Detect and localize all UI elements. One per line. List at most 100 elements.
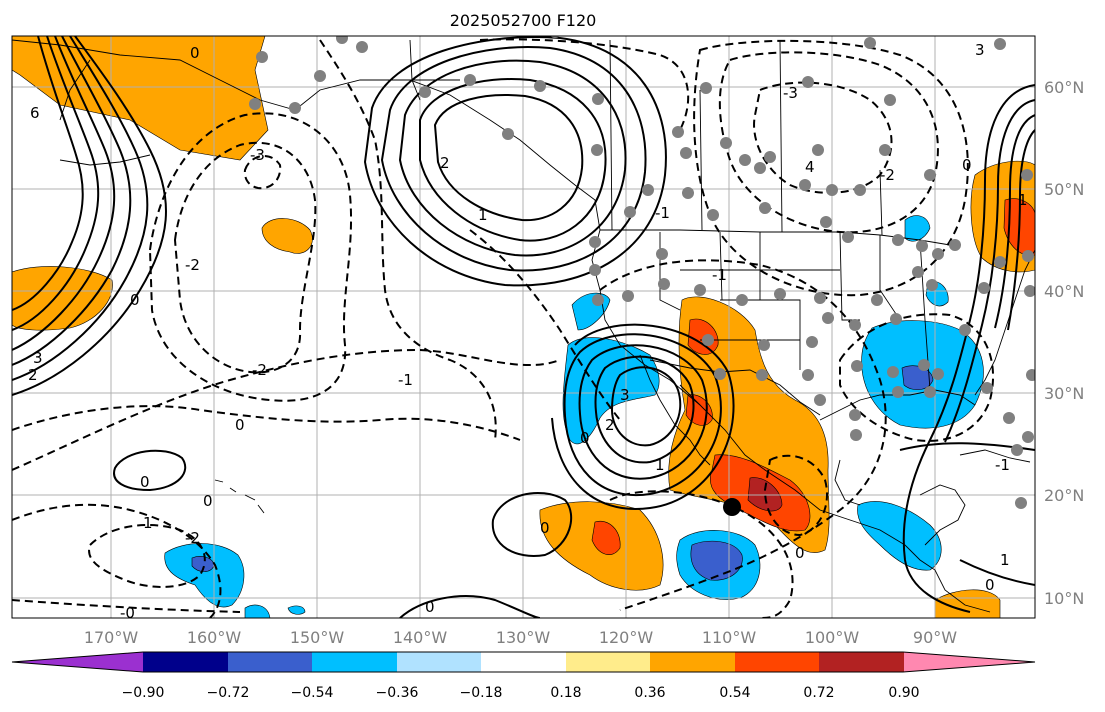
lon-label: 110°W — [702, 628, 757, 647]
contour-label: -1 — [712, 266, 727, 284]
colorbar-tick-label: −0.90 — [122, 685, 165, 701]
station-dot — [736, 294, 748, 306]
colorbar-tick-label: −0.54 — [291, 685, 334, 701]
contour-neg-9 — [693, 39, 969, 297]
colorbar-tick-label: −0.36 — [376, 685, 419, 701]
station-dot — [822, 312, 834, 324]
station-dot — [959, 324, 971, 336]
contour-pos-w6 — [12, 36, 84, 311]
contour-neg-4 — [148, 112, 353, 402]
contour-label: -3 — [783, 84, 798, 102]
map-panel: 6 3 2 0 -2 0 -1 -2 0 0 1 -2 -0 0 2 1 -3 … — [11, 35, 1036, 619]
station-dot — [799, 179, 811, 191]
station-dot — [534, 80, 546, 92]
station-dot — [820, 216, 832, 228]
station-dot — [849, 409, 861, 421]
station-dot — [592, 294, 604, 306]
contour-label: -1 — [655, 204, 670, 222]
colorbar-segment — [228, 652, 312, 672]
contour-label: -2 — [185, 256, 200, 274]
station-dot — [658, 278, 670, 290]
contour-neg-13 — [12, 503, 222, 618]
colorbar-tick-label: 0.90 — [888, 685, 919, 701]
station-dot — [932, 368, 944, 380]
colorbar-segment — [566, 652, 650, 672]
contour-label: 6 — [30, 104, 40, 122]
station-dot — [624, 206, 636, 218]
contour-neg-8 — [753, 81, 893, 194]
contour-label: -3 — [250, 146, 265, 164]
contour-neg-17 — [839, 313, 995, 442]
coast-bering — [59, 59, 151, 166]
station-dot — [754, 162, 766, 174]
station-dot — [1024, 285, 1035, 297]
coast-east — [974, 249, 1035, 396]
contour-ep-ring — [491, 491, 573, 557]
lon-label: 170°W — [84, 628, 139, 647]
colorbar-tick-label: −0.18 — [460, 685, 503, 701]
contour-east-2 — [944, 99, 1035, 443]
station-dot — [589, 236, 601, 248]
station-dot — [854, 184, 866, 196]
station-dot — [700, 82, 712, 94]
contour-label: -1 — [398, 371, 413, 389]
contour-baja-4 — [563, 333, 722, 497]
contour-pos-w3 — [12, 36, 132, 366]
station-dot — [592, 93, 604, 105]
station-dot — [758, 339, 770, 351]
lon-label: 150°W — [290, 628, 345, 647]
station-dot — [912, 266, 924, 278]
contour-label: 0 — [962, 156, 972, 174]
station-dot — [918, 359, 930, 371]
contour-hi-ring — [113, 449, 187, 492]
contour-neg-16 — [763, 454, 828, 537]
contour-label: -2 — [185, 529, 200, 547]
contour-goa-5 — [433, 94, 584, 222]
contour-label: 2 — [605, 416, 615, 434]
fill-darkred — [747, 477, 783, 512]
contour-label: -1 — [995, 456, 1010, 474]
contour-neg-1 — [12, 348, 561, 471]
station-dot — [642, 184, 654, 196]
contour-label: 3 — [975, 41, 985, 59]
colorbar-labels: −0.90 −0.72 −0.54 −0.36 −0.18 0.18 0.36 … — [122, 685, 920, 701]
contour-neg-14 — [88, 524, 206, 588]
center-marker — [723, 498, 741, 516]
contour-label: 0 — [985, 576, 995, 594]
station-dot — [774, 288, 786, 300]
contour-label: -2 — [252, 361, 267, 379]
station-dot — [1021, 169, 1033, 181]
station-dot — [591, 144, 603, 156]
colorbar-tick-label: −0.72 — [207, 685, 250, 701]
anomaly-fills — [12, 36, 1035, 618]
station-dot — [1015, 497, 1027, 509]
station-dot — [887, 366, 899, 378]
station-dot — [926, 279, 938, 291]
station-dot — [924, 169, 936, 181]
lon-label: 100°W — [805, 628, 860, 647]
figure-title: 2025052700 F120 — [450, 11, 597, 30]
station-dot — [916, 240, 928, 252]
fill-red-pacific — [591, 520, 621, 555]
positive-contours — [12, 36, 1035, 618]
contour-label: -2 — [880, 166, 895, 184]
colorbar-tick-label: 0.54 — [719, 685, 750, 701]
station-dot — [1026, 369, 1035, 381]
station-dot — [714, 368, 726, 380]
contour-label: 0 — [540, 519, 550, 537]
station-markers — [249, 36, 1035, 509]
station-dot — [256, 51, 268, 63]
fill-blue-gulf — [901, 365, 934, 390]
station-dot — [812, 144, 824, 156]
contour-goa-1 — [419, 78, 607, 242]
station-dot — [682, 187, 694, 199]
station-dot — [589, 264, 601, 276]
lat-label: 60°N — [1044, 78, 1084, 97]
contour-label: 1 — [478, 206, 488, 224]
station-dot — [502, 128, 514, 140]
colorbar-segment — [312, 652, 397, 672]
station-dot — [802, 76, 814, 88]
contour-label: 0 — [795, 544, 805, 562]
lon-label: 130°W — [496, 628, 551, 647]
lat-label: 10°N — [1044, 589, 1084, 608]
